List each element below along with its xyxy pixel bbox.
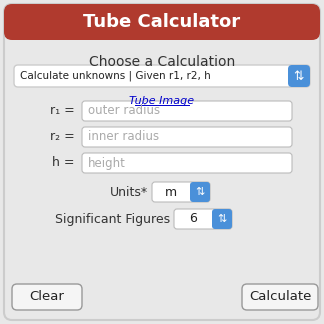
Text: r₂ =: r₂ = xyxy=(50,131,75,144)
FancyBboxPatch shape xyxy=(288,65,310,87)
FancyBboxPatch shape xyxy=(242,284,318,310)
FancyBboxPatch shape xyxy=(82,101,292,121)
Text: ⇅: ⇅ xyxy=(217,214,227,224)
FancyBboxPatch shape xyxy=(212,209,232,229)
Text: m: m xyxy=(165,186,177,199)
Text: r₁ =: r₁ = xyxy=(50,105,75,118)
Text: Calculate unknowns | Given r1, r2, h: Calculate unknowns | Given r1, r2, h xyxy=(20,71,211,81)
FancyBboxPatch shape xyxy=(174,209,232,229)
Text: Calculate: Calculate xyxy=(249,291,311,304)
Text: 6: 6 xyxy=(189,213,197,226)
FancyBboxPatch shape xyxy=(152,182,210,202)
FancyBboxPatch shape xyxy=(14,65,310,87)
Text: outer radius: outer radius xyxy=(88,105,160,118)
Text: ⇅: ⇅ xyxy=(195,187,205,197)
FancyBboxPatch shape xyxy=(12,284,82,310)
FancyBboxPatch shape xyxy=(82,153,292,173)
Text: h =: h = xyxy=(52,156,75,169)
Text: Tube Image: Tube Image xyxy=(129,96,195,106)
Text: Choose a Calculation: Choose a Calculation xyxy=(89,55,235,69)
FancyBboxPatch shape xyxy=(82,127,292,147)
FancyBboxPatch shape xyxy=(4,4,320,40)
FancyBboxPatch shape xyxy=(190,182,210,202)
Text: inner radius: inner radius xyxy=(88,131,159,144)
Text: Tube Calculator: Tube Calculator xyxy=(84,13,240,31)
Text: Significant Figures: Significant Figures xyxy=(55,213,170,226)
Text: height: height xyxy=(88,156,126,169)
Text: Clear: Clear xyxy=(29,291,64,304)
Text: Units*: Units* xyxy=(110,186,148,199)
Text: ⇅: ⇅ xyxy=(294,70,304,83)
FancyBboxPatch shape xyxy=(4,4,320,320)
